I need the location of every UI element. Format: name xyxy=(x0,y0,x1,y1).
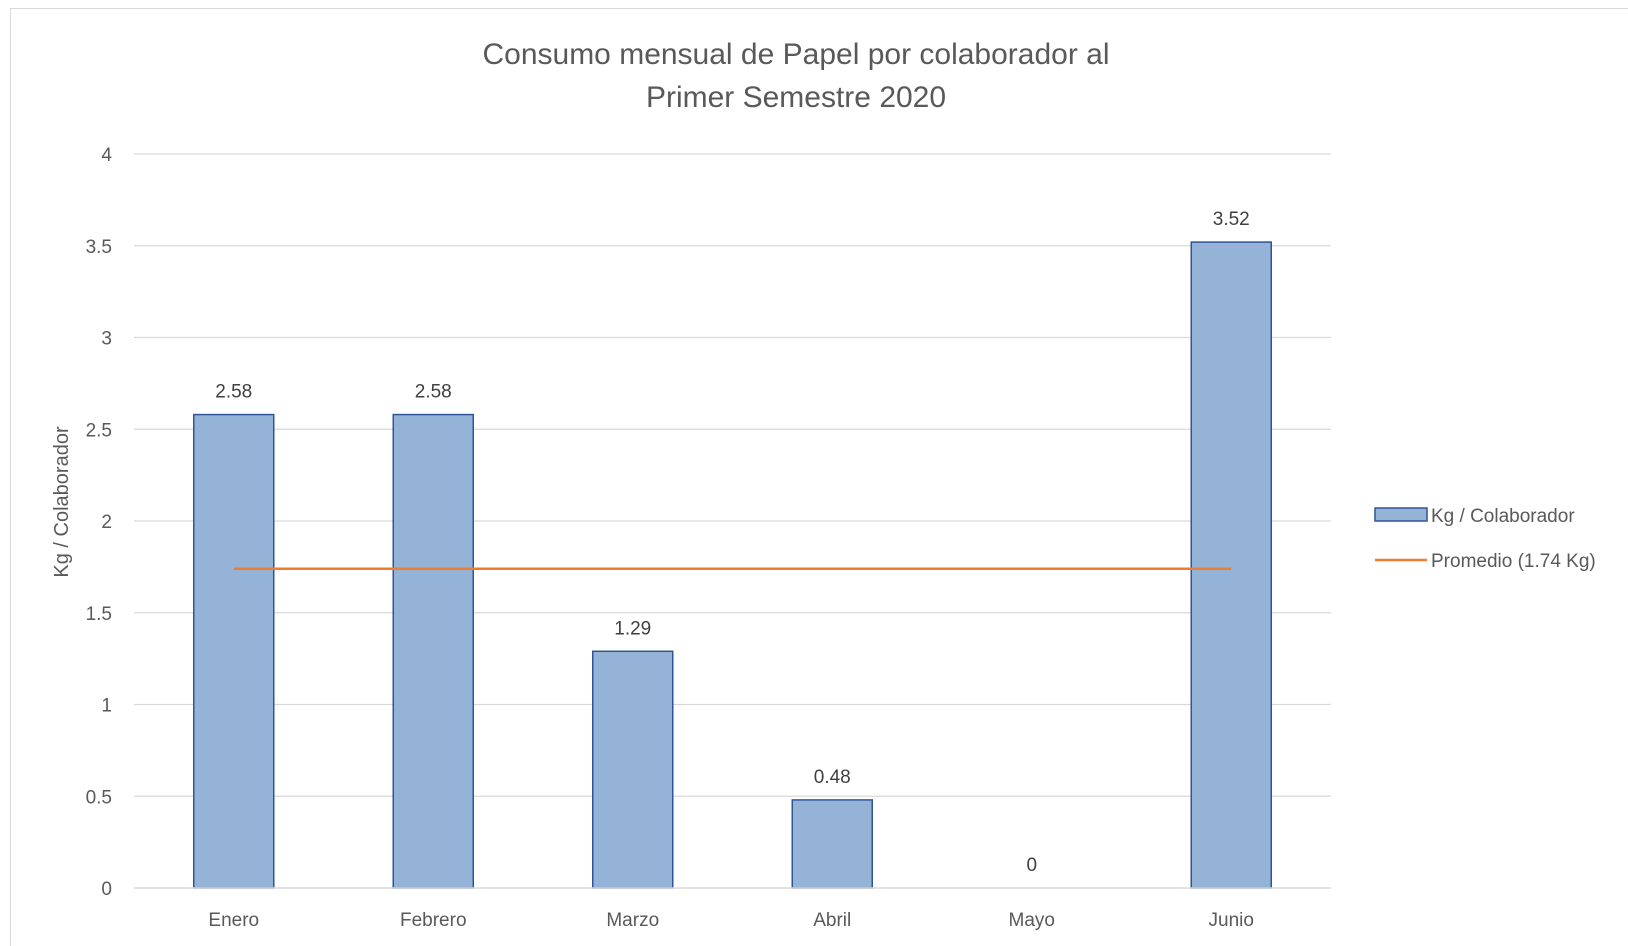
bars xyxy=(193,241,1272,889)
y-tick-label: 3.5 xyxy=(86,237,112,258)
x-tick-label: Mayo xyxy=(1009,910,1055,931)
legend-label-bars: Kg / Colaborador xyxy=(1431,506,1575,527)
legend-label-line: Promedio (1.74 Kg) xyxy=(1431,551,1596,572)
bar-data-labels: 2.58 2.58 1.29 0.48 0 3.52 xyxy=(215,209,1249,876)
y-tick-label: 0 xyxy=(101,879,112,900)
bar-data-label: 3.52 xyxy=(1213,209,1250,230)
y-tick-label: 3 xyxy=(101,329,112,350)
bar-data-label: 1.29 xyxy=(614,618,651,639)
x-axis-tick-labels: Enero Febrero Marzo Abril Mayo Junio xyxy=(208,910,1254,931)
legend-swatch-bars xyxy=(1374,507,1428,522)
chart-title-line-2: Primer Semestre 2020 xyxy=(646,81,946,114)
y-tick-label: 1.5 xyxy=(86,604,112,625)
bar xyxy=(193,413,275,889)
gridlines xyxy=(134,153,1331,797)
x-tick-label: Enero xyxy=(208,910,259,931)
x-tick-label: Abril xyxy=(813,910,851,931)
x-tick-label: Marzo xyxy=(606,910,659,931)
chart-title-line-1: Consumo mensual de Papel por colaborador… xyxy=(482,38,1109,71)
x-tick-label: Febrero xyxy=(400,910,467,931)
bar xyxy=(1190,241,1272,889)
bar-data-label: 0.48 xyxy=(814,767,851,788)
bar-data-label: 0 xyxy=(1026,855,1037,876)
y-axis-tick-labels: 0 0.5 1 1.5 2 2.5 3 3.5 4 xyxy=(86,145,113,900)
x-tick-label: Junio xyxy=(1209,910,1254,931)
y-axis-label: Kg / Colaborador xyxy=(51,426,73,578)
y-tick-label: 1 xyxy=(101,696,112,717)
bar-data-label: 2.58 xyxy=(215,382,252,403)
y-tick-label: 4 xyxy=(101,145,112,166)
y-tick-label: 2.5 xyxy=(86,420,112,441)
bar xyxy=(392,413,474,889)
bar xyxy=(791,799,873,889)
bar-data-label: 2.58 xyxy=(415,382,452,403)
legend: Kg / Colaborador Promedio (1.74 Kg) xyxy=(1374,506,1596,572)
y-tick-label: 0.5 xyxy=(86,787,112,808)
y-tick-label: 2 xyxy=(101,512,112,533)
bar xyxy=(592,650,674,889)
chart-frame xyxy=(10,8,1628,946)
